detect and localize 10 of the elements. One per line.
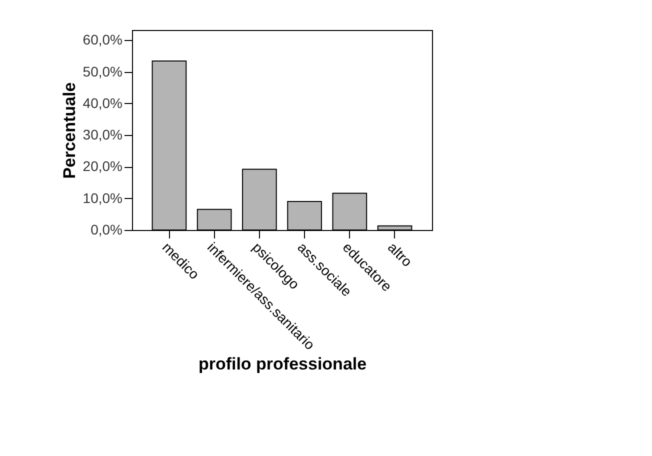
y-tick-label: 10,0% [82, 190, 122, 206]
x-tick-label: altro [384, 239, 416, 270]
y-tick-label: 50,0% [82, 63, 122, 80]
y-tick-label: 60,0% [82, 32, 122, 48]
y-tick-label: 0,0% [90, 222, 122, 238]
x-axis-title: profilo professionale [198, 354, 367, 374]
y-tick-label: 20,0% [82, 158, 122, 174]
y-tick-label: 30,0% [82, 126, 122, 143]
y-axis-title: Percentuale [60, 82, 79, 179]
y-tick-label: 40,0% [82, 94, 122, 111]
